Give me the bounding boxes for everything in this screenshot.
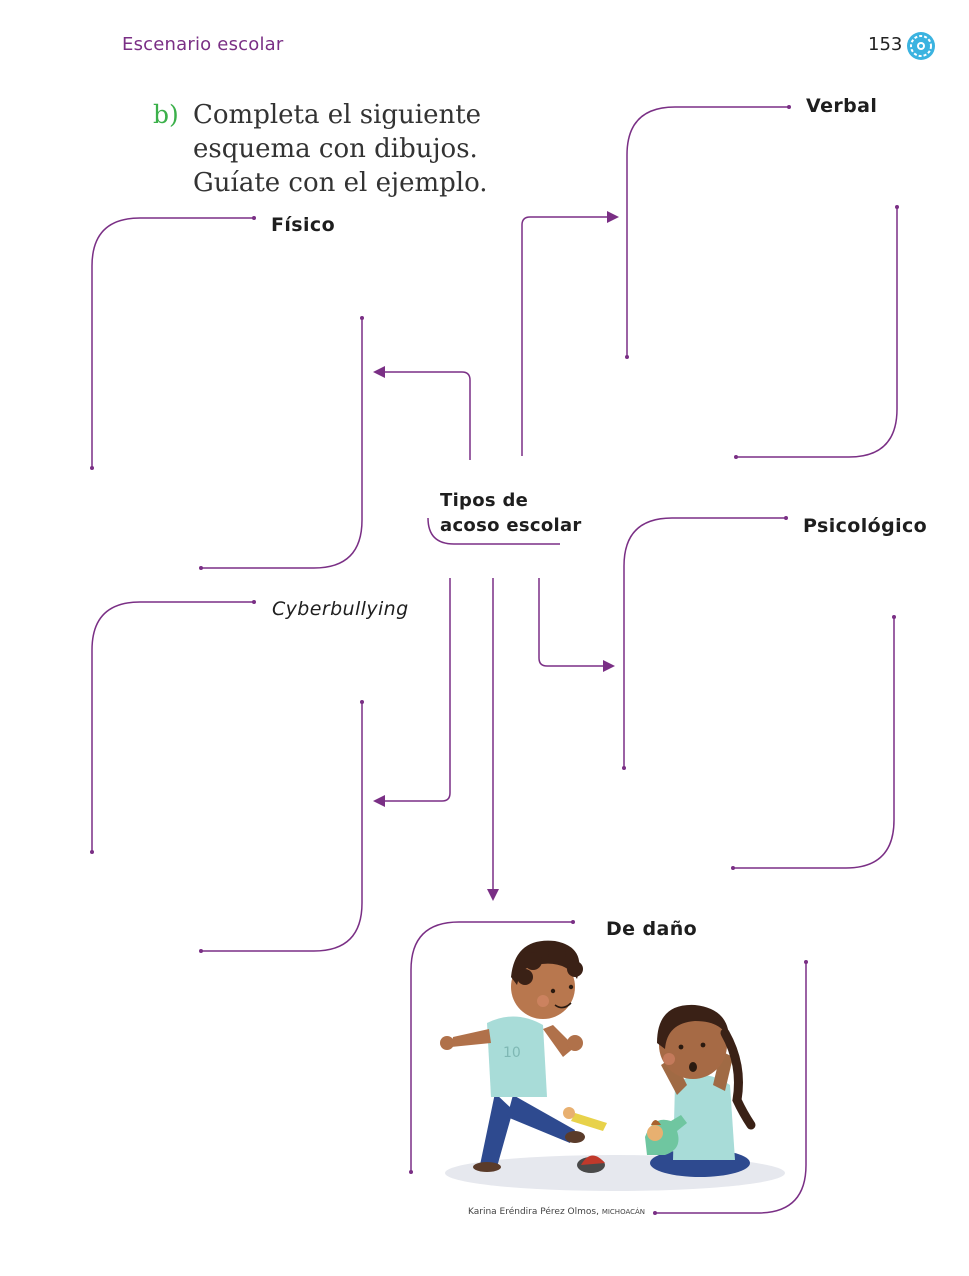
emblem-icon — [907, 32, 935, 60]
instruction-text: Completa el siguiente esquema con dibujo… — [193, 98, 513, 200]
section-title: Escenario escolar — [122, 34, 284, 55]
arrow-to-fisico — [373, 366, 471, 460]
box-dedano-frame-left — [410, 921, 573, 1172]
instruction-line: Completa el siguiente — [193, 100, 482, 130]
girl-figure — [650, 1004, 756, 1177]
box-dedano-frame-right — [655, 962, 807, 1214]
arrow-to-verbal — [521, 211, 619, 456]
instruction-line: esquema con dibujos. — [193, 134, 478, 164]
arrow-to-psicologico — [538, 578, 615, 672]
boy-figure: 10 — [440, 940, 585, 1172]
svg-text:10: 10 — [503, 1045, 521, 1061]
arrow-to-cyberbullying — [373, 578, 451, 807]
instruction-line: Guíate con el ejemplo. — [193, 168, 488, 198]
center-label-line: Tipos de — [440, 490, 529, 511]
label-psicologico: Psicológico — [803, 515, 928, 537]
illustration-caption: Karina Eréndira Pérez Olmos, MICHOACÁN — [468, 1207, 645, 1217]
example-illustration: 10 — [440, 940, 785, 1191]
page-number: 153 — [868, 34, 903, 55]
label-cyberbullying: Cyberbullying — [272, 598, 409, 620]
box-cyberbullying-frame-left — [91, 601, 254, 852]
box-psicologico-frame-right — [733, 617, 895, 869]
caption-author: Karina Eréndira Pérez Olmos, — [468, 1207, 599, 1217]
box-fisico-frame-left — [91, 217, 254, 468]
label-de-dano: De daño — [606, 918, 698, 940]
label-fisico: Físico — [271, 214, 336, 236]
toys — [563, 1107, 687, 1173]
box-cyberbullying-frame-right — [201, 702, 363, 952]
box-verbal-frame-right — [736, 207, 898, 458]
center-label-line: acoso escolar — [440, 515, 582, 536]
center-label: Tipos de acoso escolar — [440, 488, 582, 538]
box-psicologico-frame-left — [623, 517, 786, 768]
caption-place: MICHOACÁN — [601, 1208, 646, 1216]
center-underline — [427, 517, 560, 545]
instruction-letter: b) — [153, 100, 179, 129]
box-fisico-frame-right — [201, 318, 363, 569]
label-verbal: Verbal — [806, 95, 878, 117]
box-verbal-frame-left — [626, 106, 789, 357]
